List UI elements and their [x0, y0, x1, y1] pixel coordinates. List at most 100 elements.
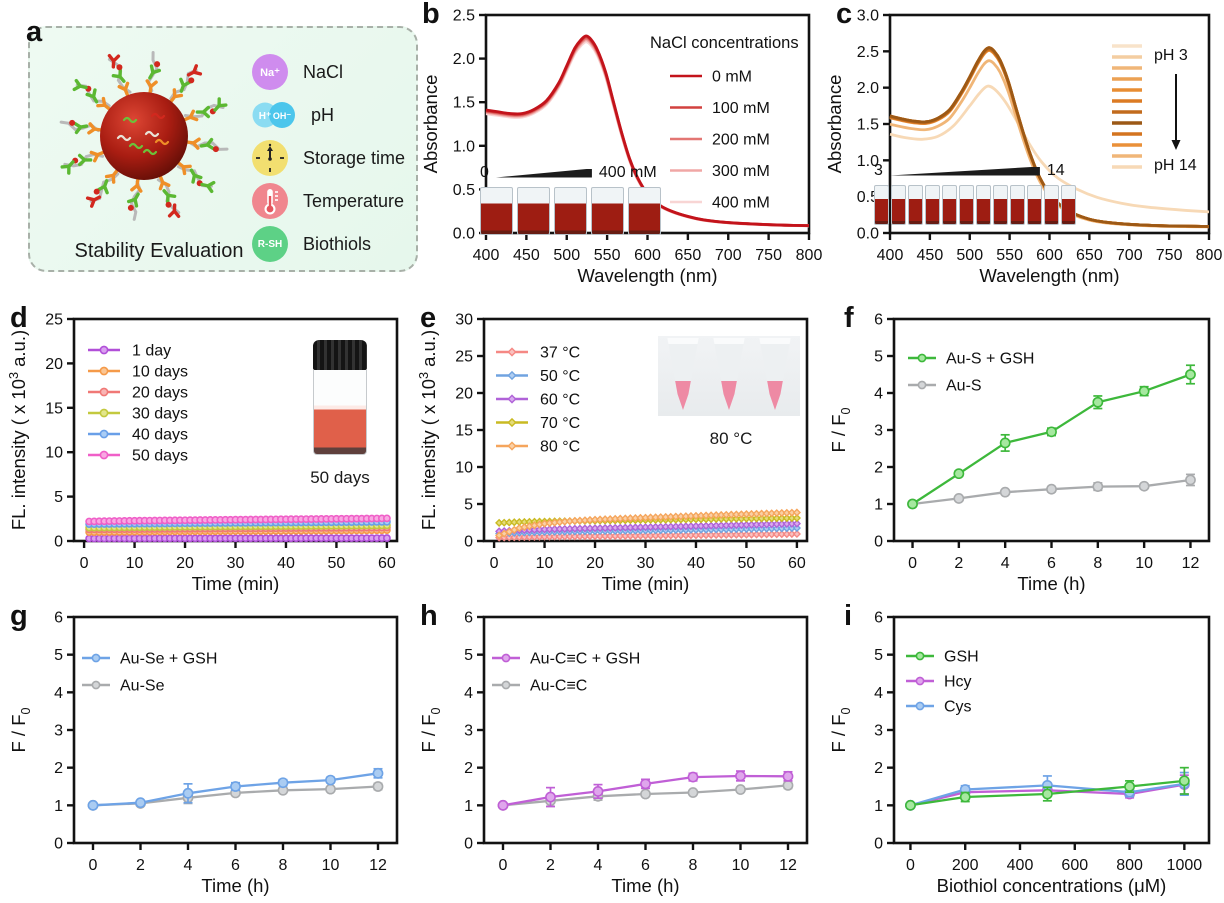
- svg-text:0: 0: [874, 534, 883, 551]
- svg-text:20 days: 20 days: [132, 385, 188, 402]
- schematic-legend-item: Temperature: [252, 183, 405, 219]
- svg-text:6: 6: [464, 610, 473, 627]
- schematic-caption: Stability Evaluation: [74, 240, 244, 262]
- svg-text:800: 800: [796, 247, 822, 264]
- svg-text:2.5: 2.5: [453, 8, 475, 25]
- svg-text:1: 1: [54, 798, 63, 815]
- cuvette-row: [874, 185, 1076, 225]
- svg-text:500: 500: [553, 247, 580, 264]
- svg-text:700: 700: [1116, 247, 1143, 264]
- svg-text:Time (h): Time (h): [201, 875, 269, 896]
- svg-text:8: 8: [1093, 555, 1102, 572]
- svg-text:pH 14: pH 14: [1154, 157, 1197, 174]
- schematic-legend-label: Temperature: [303, 190, 405, 211]
- clock-icon: [252, 140, 288, 176]
- series-group: [905, 766, 1190, 811]
- axes: 400 450 500 550 600 650 700 750 800 0.0 0.5 1.0 1.5 2…: [824, 8, 1222, 287]
- svg-text:Hcy: Hcy: [944, 674, 972, 691]
- svg-text:10: 10: [45, 445, 63, 462]
- chart-legend: 37 °C 50 °C 60 °C 70 °C 80 °C: [496, 345, 580, 456]
- axes: 0 200 400 600 800 1000 0 1 2 3 4 5 6 Biothiol concent…: [828, 610, 1211, 896]
- cuvette: [628, 187, 661, 235]
- svg-text:650: 650: [1076, 247, 1103, 264]
- ph-cuvettes-inset: 3 14: [874, 162, 1076, 225]
- svg-text:8: 8: [689, 857, 698, 874]
- svg-text:5: 5: [464, 647, 473, 664]
- chart-legend: Au-Se + GSH Au-Se: [82, 651, 217, 695]
- stability-schematic-box: Na⁺ NaCl H⁺ OH⁻ pH Storage time Temperature R-S…: [28, 26, 418, 272]
- cuvette: [480, 187, 513, 235]
- nacl-absorbance-chart: 400 450 500 550 600 650 700 750 800 0.0 0.5 1.0 1.5 2…: [420, 8, 822, 287]
- svg-text:0: 0: [464, 836, 473, 853]
- storage-time-chart: 0 10 20 30 40 50 60 0 5 10 15 20 25 Time (min) FL. int…: [8, 312, 399, 594]
- svg-text:50 days: 50 days: [132, 448, 188, 465]
- svg-text:400: 400: [473, 247, 500, 264]
- panel-i: i 0 200 400 600 800 1000 0 1 2 3 4 5 6 Biothiol conce…: [828, 600, 1222, 900]
- schematic-legend-item: Storage time: [252, 140, 405, 176]
- svg-text:450: 450: [513, 247, 540, 264]
- series-group: [495, 508, 801, 542]
- svg-text:50 °C: 50 °C: [540, 368, 580, 385]
- svg-text:OH⁻: OH⁻: [273, 111, 292, 121]
- svg-text:0.0: 0.0: [453, 226, 475, 243]
- vial-inset: 50 days: [304, 340, 376, 488]
- svg-text:1.0: 1.0: [453, 138, 475, 155]
- svg-text:15: 15: [455, 423, 473, 440]
- svg-text:Au-S: Au-S: [946, 378, 982, 395]
- svg-text:500: 500: [956, 247, 983, 264]
- svg-text:4: 4: [1001, 555, 1010, 572]
- panel-c: c 400 450 500 550 600 650 700 750 800 0.0 0.5 1.0 1.…: [824, 0, 1222, 290]
- svg-text:0.0: 0.0: [857, 226, 879, 243]
- svg-text:1: 1: [874, 798, 883, 815]
- svg-text:Wavelength (nm): Wavelength (nm): [577, 265, 717, 286]
- svg-text:Time (min): Time (min): [602, 573, 690, 594]
- svg-text:5: 5: [874, 349, 883, 366]
- cuvette: [942, 185, 957, 225]
- svg-text:Absorbance: Absorbance: [420, 75, 441, 174]
- svg-text:3: 3: [874, 423, 883, 440]
- axes: 0 10 20 30 40 50 60 0 5 10 15 20 25 Time (min) FL. int…: [8, 312, 399, 594]
- svg-text:0 mM: 0 mM: [712, 69, 752, 86]
- svg-text:15: 15: [45, 400, 63, 417]
- panel-g-label: g: [10, 600, 28, 632]
- h-oh-ion-icon: H⁺ OH⁻: [252, 97, 296, 133]
- svg-text:200 mM: 200 mM: [712, 132, 770, 149]
- svg-text:Wavelength (nm): Wavelength (nm): [979, 265, 1119, 286]
- svg-text:4: 4: [874, 386, 883, 403]
- svg-text:30: 30: [455, 312, 473, 329]
- svg-text:50: 50: [738, 555, 756, 572]
- svg-text:6: 6: [54, 610, 63, 627]
- gradient-wedge-labels: 0 400 mM: [480, 164, 657, 181]
- schematic-legend-item: H⁺ OH⁻ pH: [252, 97, 405, 133]
- svg-text:1: 1: [874, 497, 883, 514]
- cuvette: [1027, 185, 1042, 225]
- vial-cap: [313, 340, 367, 370]
- svg-text:FL. intensity ( x 103 a.u.): FL. intensity ( x 103 a.u.): [8, 330, 29, 530]
- series-group: [907, 364, 1196, 510]
- svg-text:4: 4: [874, 685, 883, 702]
- biothiol-selectivity-chart: 0 200 400 600 800 1000 0 1 2 3 4 5 6 Biothiol concent…: [828, 610, 1211, 896]
- svg-text:40: 40: [687, 555, 705, 572]
- svg-text:5: 5: [54, 489, 63, 506]
- svg-text:GSH: GSH: [944, 649, 979, 666]
- svg-text:3.0: 3.0: [857, 8, 879, 25]
- svg-text:60 °C: 60 °C: [540, 392, 580, 409]
- svg-text:20: 20: [176, 555, 194, 572]
- svg-text:Biothiol concentrations (μM): Biothiol concentrations (μM): [937, 875, 1167, 896]
- svg-text:40: 40: [277, 555, 295, 572]
- ph-gradient-legend: pH 3 pH 14: [1112, 44, 1197, 174]
- thermometer-icon: [252, 183, 288, 219]
- panel-e: e 0 10 20 30 40 50 60 0 5 10 15 20 25 30 Time (min) FL.…: [418, 302, 820, 598]
- svg-text:0: 0: [54, 534, 63, 551]
- svg-text:3: 3: [874, 723, 883, 740]
- panel-g: g 0 2 4 6 8 10 12 0 1 2 3 4 5 6 Time (h) F / F0 Au-Se + …: [8, 600, 410, 900]
- svg-text:30: 30: [637, 555, 655, 572]
- svg-text:4: 4: [594, 857, 603, 874]
- svg-text:0: 0: [499, 857, 508, 874]
- schematic-legend-item: Na⁺ NaCl: [252, 54, 405, 90]
- svg-text:0: 0: [464, 534, 473, 551]
- cuvette: [908, 185, 923, 225]
- svg-text:750: 750: [755, 247, 782, 264]
